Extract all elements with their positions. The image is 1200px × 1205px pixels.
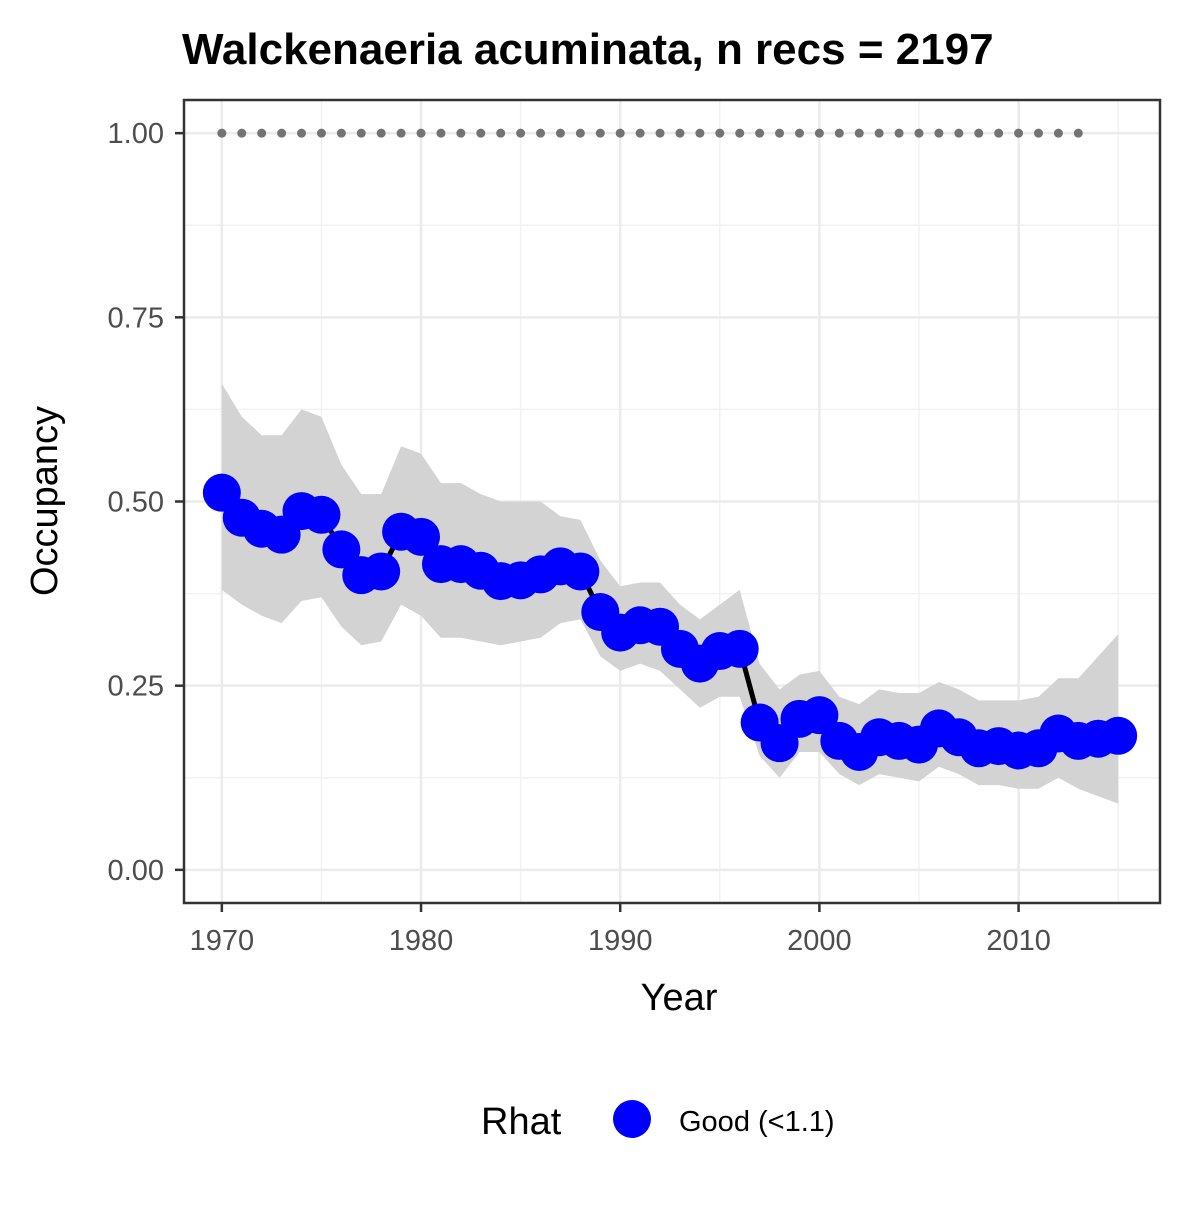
reference-point — [595, 128, 605, 138]
reference-point — [695, 128, 705, 138]
legend-key-good-marker — [613, 1100, 651, 1138]
reference-point — [1014, 128, 1024, 138]
reference-point — [277, 128, 287, 138]
occupancy-point — [322, 530, 361, 569]
reference-point — [974, 128, 984, 138]
reference-point — [814, 128, 824, 138]
y-tick-label: 0.75 — [108, 302, 164, 334]
reference-point — [794, 128, 804, 138]
y-tick-label: 0.25 — [108, 671, 164, 703]
reference-point — [555, 128, 565, 138]
reference-point — [436, 128, 446, 138]
reference-point — [755, 128, 765, 138]
y-tick-label: 0.00 — [108, 855, 164, 887]
reference-point — [496, 128, 506, 138]
x-tick-label: 1990 — [588, 925, 653, 957]
legend-label-good: Good (<1.1) — [679, 1106, 835, 1138]
reference-point — [476, 128, 486, 138]
y-tick-label: 0.50 — [108, 487, 164, 519]
occupancy-point — [561, 552, 600, 591]
reference-point — [655, 128, 665, 138]
reference-point — [715, 128, 725, 138]
reference-point — [735, 128, 745, 138]
reference-point — [1033, 128, 1043, 138]
occupancy-point — [362, 552, 401, 591]
reference-point — [914, 128, 924, 138]
reference-point — [316, 128, 326, 138]
y-tick-label: 1.00 — [108, 118, 164, 150]
x-tick-label: 1980 — [389, 925, 454, 957]
reference-point — [376, 128, 386, 138]
reference-point — [257, 128, 267, 138]
reference-point — [536, 128, 546, 138]
reference-point — [336, 128, 346, 138]
reference-point — [994, 128, 1004, 138]
y-axis-title: Occupancy — [24, 406, 66, 596]
reference-point — [954, 128, 964, 138]
reference-point — [456, 128, 466, 138]
reference-point — [874, 128, 884, 138]
reference-point — [217, 128, 227, 138]
reference-point — [356, 128, 366, 138]
x-tick-label: 2000 — [787, 925, 852, 957]
occupancy-point — [800, 696, 839, 735]
reference-point — [775, 128, 785, 138]
reference-point — [237, 128, 247, 138]
reference-point — [516, 128, 526, 138]
reference-point — [1053, 128, 1063, 138]
reference-point — [635, 128, 645, 138]
reference-point — [396, 128, 406, 138]
reference-point — [575, 128, 585, 138]
reference-point — [416, 128, 426, 138]
x-axis-title: Year — [641, 977, 718, 1019]
occupancy-point — [302, 495, 341, 534]
x-tick-label: 2010 — [986, 925, 1051, 957]
occupancy-point — [1099, 716, 1138, 755]
reference-point — [615, 128, 625, 138]
reference-point — [854, 128, 864, 138]
reference-point — [834, 128, 844, 138]
credible-interval-band — [221, 383, 1119, 804]
reference-point — [934, 128, 944, 138]
occupancy-point — [720, 629, 759, 668]
x-tick-label: 1970 — [190, 925, 255, 957]
reference-point — [675, 128, 685, 138]
chart-title: Walckenaeria acuminata, n recs = 2197 — [182, 25, 994, 74]
legend-title: Rhat — [481, 1101, 562, 1143]
reference-point — [894, 128, 904, 138]
reference-point — [1073, 128, 1083, 138]
legend: Rhat Good (<1.1) — [481, 1100, 835, 1143]
occupancy-point — [402, 517, 441, 556]
reference-point — [297, 128, 307, 138]
